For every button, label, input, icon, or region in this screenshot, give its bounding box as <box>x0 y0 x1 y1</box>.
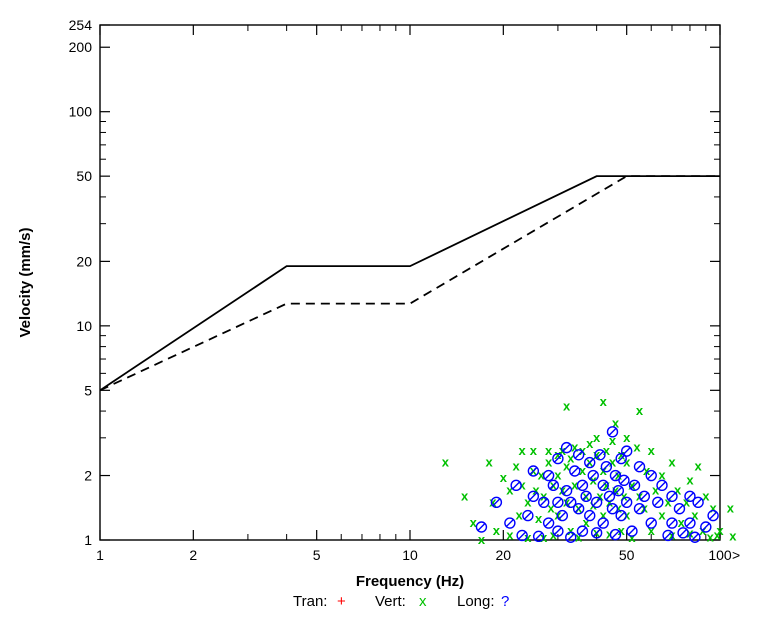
svg-text:x: x <box>493 523 501 538</box>
svg-text:x: x <box>729 528 737 543</box>
y-tick-label: 50 <box>76 168 92 184</box>
x-tick-label: 10 <box>402 547 418 563</box>
svg-text:x: x <box>593 430 601 445</box>
svg-text:x: x <box>674 483 682 498</box>
legend-label: Long: <box>457 593 495 610</box>
legend-symbol: x <box>419 593 427 610</box>
svg-text:x: x <box>658 508 666 523</box>
y-tick-label: 2 <box>84 468 92 484</box>
legend-symbol: ? <box>501 593 509 610</box>
limit-line-upper <box>100 176 720 390</box>
svg-text:x: x <box>695 459 703 474</box>
x-tick-label: 2 <box>189 547 197 563</box>
svg-text:x: x <box>461 488 469 503</box>
svg-text:x: x <box>600 394 608 409</box>
svg-text:x: x <box>535 511 543 526</box>
svg-text:x: x <box>506 527 514 542</box>
svg-text:x: x <box>545 443 553 458</box>
velocity-frequency-chart: 125102050100125102050100200254>xxxxxxxxx… <box>0 0 757 627</box>
svg-text:x: x <box>652 483 660 498</box>
svg-text:x: x <box>530 443 538 458</box>
svg-text:x: x <box>486 455 494 470</box>
svg-text:x: x <box>709 501 717 516</box>
svg-text:x: x <box>513 459 521 474</box>
svg-text:x: x <box>716 523 724 538</box>
svg-text:x: x <box>519 443 527 458</box>
svg-text:x: x <box>563 399 571 414</box>
y-tick-label: 5 <box>84 382 92 398</box>
legend-symbol: + <box>337 593 346 610</box>
svg-text:x: x <box>727 501 735 516</box>
x-overflow-indicator: > <box>732 547 740 563</box>
y-tick-label: 10 <box>76 318 92 334</box>
x-tick-label: 100 <box>708 547 732 563</box>
y-tick-label: 254 <box>69 17 93 33</box>
legend-label: Tran: <box>293 593 327 610</box>
y-tick-label: 100 <box>69 104 93 120</box>
svg-text:x: x <box>636 403 644 418</box>
x-axis-label: Frequency (Hz) <box>356 573 464 590</box>
svg-text:x: x <box>648 443 656 458</box>
svg-text:x: x <box>686 472 694 487</box>
limit-line-lower <box>100 176 720 390</box>
svg-text:x: x <box>506 483 514 498</box>
svg-text:x: x <box>442 455 450 470</box>
x-tick-label: 5 <box>313 547 321 563</box>
svg-text:x: x <box>519 477 527 492</box>
svg-text:x: x <box>623 430 631 445</box>
svg-text:x: x <box>633 440 641 455</box>
x-tick-label: 1 <box>96 547 104 563</box>
svg-text:x: x <box>478 532 486 547</box>
x-tick-label: 50 <box>619 547 635 563</box>
y-axis-label: Velocity (mm/s) <box>17 227 34 337</box>
y-tick-label: 1 <box>84 532 92 548</box>
y-tick-label: 200 <box>69 39 93 55</box>
svg-text:x: x <box>628 530 636 545</box>
legend-label: Vert: <box>375 593 406 610</box>
x-tick-label: 20 <box>496 547 512 563</box>
svg-text:x: x <box>668 455 676 470</box>
y-tick-label: 20 <box>76 253 92 269</box>
